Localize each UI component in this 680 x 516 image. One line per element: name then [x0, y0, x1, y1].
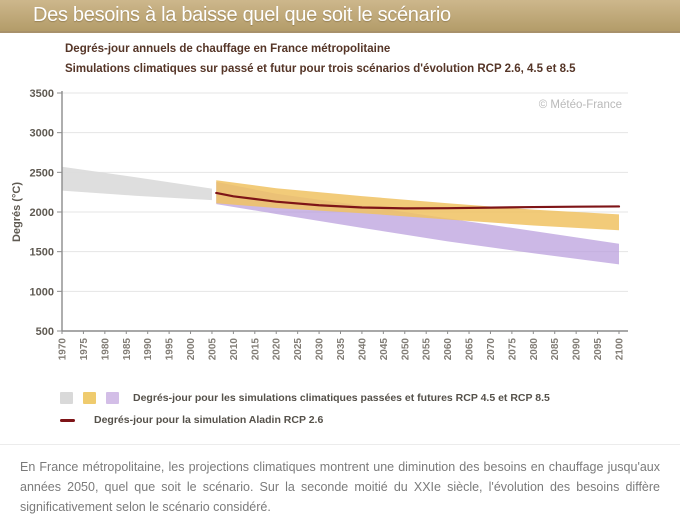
x-tick-label: 2045	[379, 338, 390, 361]
x-tick-label: 1990	[143, 338, 154, 361]
y-tick-label: 500	[36, 326, 54, 338]
x-tick-label: 2085	[550, 338, 561, 361]
chart-section: Degrés-jour annuels de chauffage en Fran…	[0, 33, 680, 428]
caption-section: En France métropolitaine, les projection…	[0, 444, 680, 516]
x-tick-label: 2095	[593, 338, 604, 361]
x-tick-label: 2010	[229, 338, 240, 361]
plot-area: 500 1000 1500 2000 2500 3000 3500 1970 1975 1980 1…	[0, 82, 680, 384]
x-tick-label: 2060	[443, 338, 454, 361]
page-header: Des besoins à la baisse quel que soit le…	[0, 0, 680, 33]
x-tick-label: 2055	[422, 338, 433, 361]
x-tick-label: 2100	[615, 338, 626, 361]
x-tick-label: 2020	[272, 338, 283, 361]
x-tick-label: 2090	[572, 338, 583, 361]
x-tick-label: 2070	[486, 338, 497, 361]
y-tick-label: 3000	[30, 128, 54, 140]
legend-swatch-rcp45-yellow	[83, 392, 96, 404]
chart-legend: Degrés-jour pour les simulations climati…	[60, 390, 680, 428]
x-tick-label: 2065	[465, 338, 476, 361]
chart-subtitle: Simulations climatiques sur passé et fut…	[65, 63, 576, 75]
y-tick-label: 2000	[30, 207, 54, 219]
x-tick-label: 2005	[207, 338, 218, 361]
y-tick-label: 1000	[30, 286, 54, 298]
x-tick-label: 2015	[250, 338, 261, 361]
x-tick-label: 2075	[507, 338, 518, 361]
x-tick-label: 1970	[58, 338, 69, 361]
legend-swatch-past-gray	[60, 392, 73, 404]
x-tick-label: 2050	[400, 338, 411, 361]
page-title: Des besoins à la baisse quel que soit le…	[33, 4, 451, 26]
caption-text: En France métropolitaine, les projection…	[20, 460, 660, 514]
y-axis-title: Degrés (°C)	[11, 182, 23, 242]
legend-swatch-rcp85-purple	[106, 392, 119, 404]
x-tick-label: 1980	[100, 338, 111, 361]
y-tick-label: 1500	[30, 247, 54, 259]
x-tick-label: 2025	[293, 338, 304, 361]
rcp45-band	[216, 180, 619, 231]
x-tick-label: 1985	[122, 338, 133, 361]
legend-label-aladin: Degrés-jour pour la simulation Aladin RC…	[94, 414, 324, 426]
legend-label-bands: Degrés-jour pour les simulations climati…	[133, 392, 550, 404]
chart-title: Degrés-jour annuels de chauffage en Fran…	[65, 43, 391, 55]
chart-plot: 500 1000 1500 2000 2500 3000 3500 1970 1975 1980 1…	[11, 88, 628, 361]
x-tick-label: 2035	[336, 338, 347, 361]
x-tick-label: 2080	[529, 338, 540, 361]
watermark: © Météo-France	[539, 99, 622, 111]
y-tick-label: 2500	[30, 167, 54, 179]
x-tick-label: 2040	[357, 338, 368, 361]
x-tick-label: 2030	[315, 338, 326, 361]
legend-line-swatch	[60, 418, 75, 422]
legend-item-bands: Degrés-jour pour les simulations climati…	[60, 390, 680, 406]
x-tick-label: 1975	[79, 338, 90, 361]
aladin-rcp26-line	[215, 191, 621, 210]
simulations-passees-band	[62, 166, 212, 201]
x-tick-label: 2000	[186, 338, 197, 361]
legend-item-aladin-line: Degrés-jour pour la simulation Aladin RC…	[60, 412, 680, 428]
x-tick-label: 1995	[165, 338, 176, 361]
y-tick-label: 3500	[30, 88, 54, 100]
